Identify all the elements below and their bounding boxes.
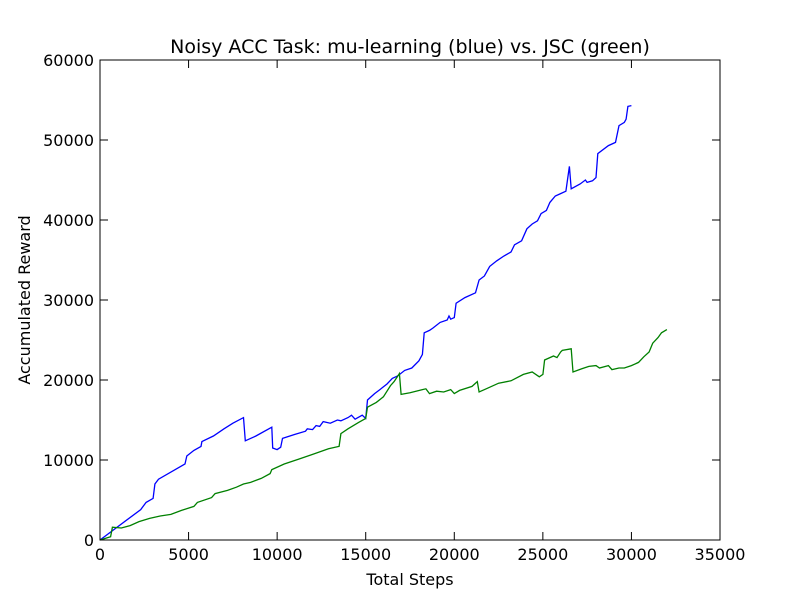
y-tick-label: 0 xyxy=(84,531,94,550)
x-tick-label: 30000 xyxy=(606,545,657,564)
y-tick-label: 10000 xyxy=(43,451,94,470)
series-line-2 xyxy=(99,329,668,541)
x-tick-label: 35000 xyxy=(695,545,746,564)
x-tick-label: 20000 xyxy=(429,545,480,564)
y-tick-label: 60000 xyxy=(43,51,94,70)
plot-frame xyxy=(99,59,721,541)
x-axis-title: Total Steps xyxy=(365,570,453,589)
series-line-1 xyxy=(99,104,632,541)
x-tick-label: 25000 xyxy=(517,545,568,564)
plot-area: 0 5000 10000 15000 20000 25000 30000 35000 0 1000… xyxy=(43,51,745,564)
y-tick-label: 50000 xyxy=(43,131,94,150)
chart-title: Noisy ACC Task: mu-learning (blue) vs. J… xyxy=(170,36,650,58)
y-tick-label: 20000 xyxy=(43,371,94,390)
y-tick-label: 30000 xyxy=(43,291,94,310)
y-axis-title: Accumulated Reward xyxy=(15,215,34,384)
y-tick-label: 40000 xyxy=(43,211,94,230)
x-tick-label: 5000 xyxy=(168,545,209,564)
x-tick-label: 15000 xyxy=(340,545,391,564)
x-tick-label: 0 xyxy=(95,545,105,564)
x-tick-label: 10000 xyxy=(252,545,303,564)
